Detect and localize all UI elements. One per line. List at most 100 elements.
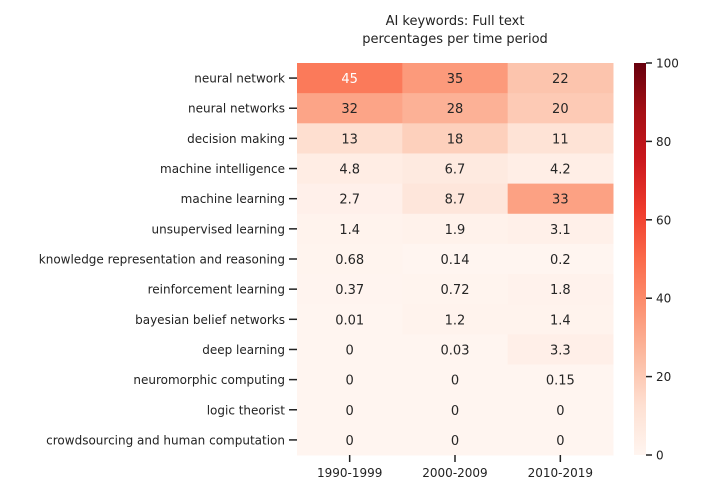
row-label-machine-learning: machine learning [181, 192, 285, 206]
heatmap-cell-machine-intelligence-2010-2019 [507, 153, 614, 185]
cell-value-label: 3.1 [550, 223, 571, 238]
cell-value-label: 0 [451, 434, 459, 449]
heatmap-cell-unsupervised-learning-2010-2019 [507, 213, 614, 245]
cell-value-label: 3.3 [550, 343, 571, 358]
cell-value-label: 2.7 [339, 193, 360, 208]
cell-value-label: 0.72 [441, 283, 470, 298]
cell-value-label: 4.2 [550, 163, 571, 178]
row-label-bayesian-belief-networks: bayesian belief networks [135, 313, 285, 327]
colorbar-scale [634, 63, 646, 455]
row-label-unsupervised-learning: unsupervised learning [152, 222, 285, 236]
heatmap-cell-machine-learning-2000-2009 [402, 183, 509, 215]
heatmap-cell-crowdsourcing-and-human-computation-1990-1999 [297, 424, 403, 456]
heatmap-cell-decision-making-1990-1999 [297, 123, 403, 154]
cell-value-label: 18 [447, 132, 464, 147]
cell-value-label: 0.14 [441, 253, 470, 268]
chart-title-line: percentages per time period [362, 32, 548, 47]
cell-value-label: 20 [552, 102, 569, 117]
heatmap-cell-unsupervised-learning-1990-1999 [297, 213, 403, 245]
cell-value-label: 1.9 [445, 223, 466, 238]
heatmap-cell-knowledge-representation-and-reasoning-2010-2019 [507, 243, 614, 275]
cell-value-label: 1.2 [445, 313, 466, 328]
cell-value-label: 1.4 [339, 223, 360, 238]
cell-value-label: 6.7 [445, 163, 466, 178]
heatmap-cell-crowdsourcing-and-human-computation-2000-2009 [402, 424, 509, 456]
column-label-1990-1999: 1990-1999 [317, 466, 382, 480]
heatmap-cell-decision-making-2010-2019 [507, 123, 614, 154]
heatmap-cell-neural-network-2000-2009 [402, 63, 509, 94]
cell-value-label: 22 [552, 72, 569, 87]
colorbar-tick-label: 100 [656, 57, 679, 71]
heatmap-cell-knowledge-representation-and-reasoning-2000-2009 [402, 243, 509, 275]
heatmap-cell-machine-intelligence-1990-1999 [297, 153, 403, 185]
cell-value-label: 0.68 [335, 253, 364, 268]
heatmap-cell-bayesian-belief-networks-1990-1999 [297, 304, 403, 335]
row-label-decision-making: decision making [187, 132, 285, 146]
column-label-2010-2019: 2010-2019 [528, 466, 593, 480]
row-label-crowdsourcing-and-human-computation: crowdsourcing and human computation [46, 433, 285, 447]
heatmap-cell-bayesian-belief-networks-2010-2019 [507, 304, 614, 335]
row-label-neuromorphic-computing: neuromorphic computing [133, 373, 285, 387]
heatmap-cell-neural-networks-1990-1999 [297, 93, 403, 124]
cell-value-label: 0 [451, 374, 459, 389]
heatmap-cell-reinforcement-learning-1990-1999 [297, 274, 403, 305]
cell-value-label: 1.8 [550, 283, 571, 298]
heatmap-cell-machine-learning-2010-2019 [507, 183, 614, 215]
cell-value-label: 0 [451, 404, 459, 419]
cell-value-label: 0 [556, 434, 564, 449]
row-label-neural-network: neural network [194, 72, 285, 86]
cell-value-label: 11 [552, 132, 569, 147]
colorbar: 0 20 40 60 80 100 [634, 57, 679, 463]
row-label-deep-learning: deep learning [202, 343, 285, 357]
heatmap-cell-neuromorphic-computing-2000-2009 [402, 364, 509, 396]
cell-value-label: 13 [341, 132, 358, 147]
heatmap-cell-deep-learning-2010-2019 [507, 334, 614, 366]
heatmap-cell-deep-learning-2000-2009 [402, 334, 509, 366]
cell-value-label: 0.01 [335, 313, 364, 328]
cell-value-label: 0 [346, 404, 354, 419]
colorbar-tick-label: 20 [656, 370, 671, 384]
cell-value-label: 0 [346, 374, 354, 389]
row-label-machine-intelligence: machine intelligence [160, 162, 285, 176]
row-labels: neural network neural networks decision ma… [39, 72, 297, 447]
heatmap-cell-bayesian-belief-networks-2000-2009 [402, 304, 509, 335]
heatmap-cell-neuromorphic-computing-1990-1999 [297, 364, 403, 396]
cell-value-label: 32 [341, 102, 358, 117]
heatmap-cell-machine-learning-1990-1999 [297, 183, 403, 215]
cell-value-label: 0 [346, 434, 354, 449]
column-label-2000-2009: 2000-2009 [422, 466, 487, 480]
heatmap-cell-knowledge-representation-and-reasoning-1990-1999 [297, 243, 403, 275]
row-label-logic-theorist: logic theorist [207, 403, 286, 417]
cell-value-label: 35 [447, 72, 464, 87]
heatmap-cell-neural-network-1990-1999 [297, 63, 403, 94]
cell-value-label: 0 [556, 404, 564, 419]
row-label-reinforcement-learning: reinforcement learning [148, 283, 285, 297]
cell-value-label: 0 [346, 343, 354, 358]
heatmap-cell-logic-theorist-2010-2019 [507, 394, 614, 426]
heatmap-cell-logic-theorist-1990-1999 [297, 394, 403, 426]
colorbar-tick-label: 80 [656, 135, 671, 149]
colorbar-tick-label: 60 [656, 213, 671, 227]
cell-value-label: 8.7 [445, 193, 466, 208]
cell-value-label: 33 [552, 193, 569, 208]
colorbar-tick-label: 40 [656, 292, 671, 306]
cell-value-label: 0.03 [441, 343, 470, 358]
heatmap-cell-decision-making-2000-2009 [402, 123, 509, 154]
heatmap-cell-machine-intelligence-2000-2009 [402, 153, 509, 185]
heatmap-cell-deep-learning-1990-1999 [297, 334, 403, 366]
cell-value-label: 0.15 [546, 374, 575, 389]
cell-value-label: 1.4 [550, 313, 571, 328]
cell-value-label: 0.2 [550, 253, 571, 268]
column-labels: 1990-1999 2000-2009 2010-2019 [317, 455, 593, 480]
chart-title: AI keywords: Full text percentages per ti… [362, 14, 548, 47]
cell-value-label: 0.37 [335, 283, 364, 298]
row-label-neural-networks: neural networks [188, 102, 285, 116]
heatmap-cell-neuromorphic-computing-2010-2019 [507, 364, 614, 396]
cell-value-label: 45 [341, 72, 358, 87]
heatmap-cell-reinforcement-learning-2000-2009 [402, 274, 509, 305]
heatmap-cell-neural-networks-2010-2019 [507, 93, 614, 124]
heatmap-cell-logic-theorist-2000-2009 [402, 394, 509, 426]
heatmap-cell-crowdsourcing-and-human-computation-2010-2019 [507, 424, 614, 456]
colorbar-tick-label: 0 [656, 449, 664, 463]
